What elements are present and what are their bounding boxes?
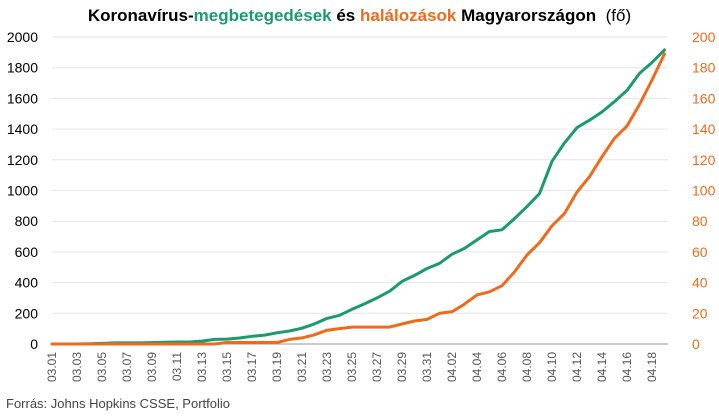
x-tick-label: 04.12	[570, 352, 584, 382]
x-tick-label: 03.31	[420, 352, 434, 382]
x-tick-label: 03.09	[145, 352, 159, 382]
right-y-tick-label: 40	[692, 275, 708, 291]
x-tick-label: 04.06	[495, 352, 509, 382]
left-y-tick-label: 1400	[7, 121, 38, 137]
x-tick-label: 03.13	[195, 352, 209, 382]
series-lines	[50, 48, 666, 346]
right-y-tick-label: 160	[692, 90, 716, 106]
x-tick-label: 04.08	[520, 352, 534, 382]
x-tick-label: 03.11	[170, 352, 184, 381]
left-y-ticks: 0 200 400 600 800 1000 1200 1400 1600 1800 2000	[7, 29, 38, 352]
title-deaths-label: halálozások	[359, 6, 457, 25]
x-tick-label: 03.21	[295, 352, 309, 382]
x-tick-label: 03.17	[245, 352, 259, 382]
right-y-tick-label: 100	[692, 183, 716, 199]
right-y-tick-label: 60	[692, 244, 708, 260]
right-y-tick-label: 0	[692, 336, 700, 352]
title-cases-label: megbetegedések	[193, 6, 332, 25]
left-y-tick-label: 1200	[7, 152, 38, 168]
title-part-5: Magyarországon	[456, 6, 597, 25]
chart-title: Koronavírus-megbetegedések és halálozáso…	[0, 6, 719, 26]
left-y-tick-label: 200	[15, 305, 39, 321]
x-tick-label: 03.03	[70, 352, 84, 382]
deaths-series-line	[50, 52, 666, 346]
x-tick-label: 04.02	[445, 352, 459, 382]
title-part-1: Koronavírus-	[87, 6, 194, 25]
x-tick-label: 04.14	[595, 352, 609, 382]
right-y-tick-label: 20	[692, 305, 708, 321]
x-tick-label: 03.07	[120, 352, 134, 382]
x-tick-label: 03.23	[320, 352, 334, 382]
left-y-tick-label: 0	[30, 336, 38, 352]
grid-lines	[52, 36, 668, 314]
right-y-ticks: 0 20 40 60 80 100 120 140 160 180 200	[692, 29, 716, 352]
right-y-tick-label: 180	[692, 60, 716, 76]
left-y-tick-label: 1600	[7, 90, 38, 106]
x-tick-label: 04.16	[620, 352, 634, 382]
x-ticks: 03.01 03.03 03.05 03.07 03.09 03.11 03.13 03.15…	[45, 352, 659, 382]
x-tick-label: 03.15	[220, 352, 234, 382]
right-y-tick-label: 80	[692, 213, 708, 229]
left-y-tick-label: 2000	[7, 29, 38, 45]
x-tick-label: 04.04	[470, 352, 484, 382]
x-tick-label: 03.05	[95, 352, 109, 382]
x-tick-label: 04.10	[545, 352, 559, 382]
x-tick-label: 03.27	[370, 352, 384, 382]
x-tick-label: 04.18	[645, 352, 659, 382]
title-part-3: és	[331, 6, 360, 25]
right-y-tick-label: 120	[692, 152, 716, 168]
source-note: Forrás: Johns Hopkins CSSE, Portfolio	[6, 396, 230, 411]
left-y-tick-label: 600	[15, 244, 39, 260]
x-tick-label: 03.01	[45, 352, 59, 382]
right-y-tick-label: 140	[692, 121, 716, 137]
left-y-tick-label: 1000	[7, 183, 38, 199]
x-tick-label: 03.25	[345, 352, 359, 382]
left-y-tick-label: 800	[15, 213, 39, 229]
x-tick-label: 03.29	[395, 352, 409, 382]
x-tick-label: 03.19	[270, 352, 284, 382]
left-y-tick-label: 1800	[7, 60, 38, 76]
title-unit: (fő)	[605, 6, 632, 25]
left-y-tick-label: 400	[15, 275, 39, 291]
right-y-tick-label: 200	[692, 29, 716, 45]
